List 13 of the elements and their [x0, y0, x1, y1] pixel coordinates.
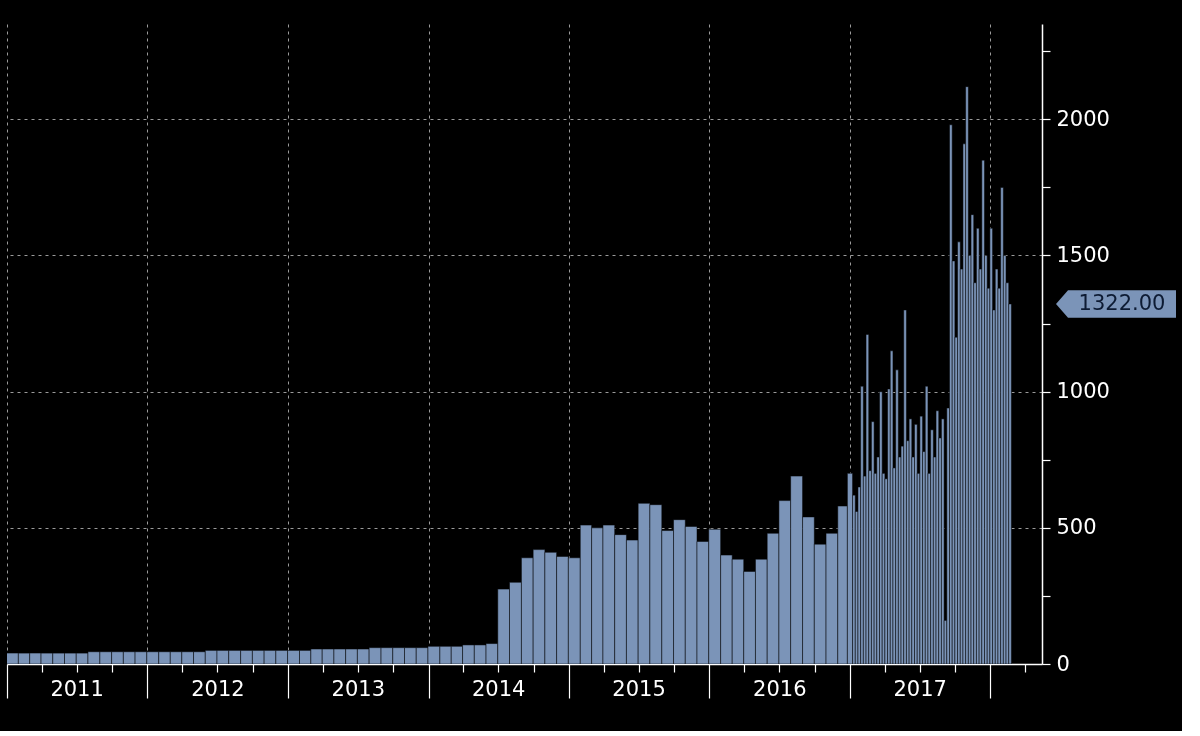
- y-tick-label: 2000: [1056, 106, 1110, 131]
- text: 1322.00: [1078, 290, 1166, 315]
- x-tick-label: 2012: [191, 676, 245, 701]
- x-tick-label: 2014: [471, 676, 526, 701]
- x-tick-label: 2015: [612, 676, 666, 701]
- y-tick-label: 1000: [1056, 379, 1110, 404]
- x-tick-label: 2011: [50, 676, 104, 701]
- y-tick-label: 1500: [1056, 242, 1110, 267]
- x-tick-label: 2016: [753, 676, 807, 701]
- x-tick-label: 2017: [893, 676, 947, 701]
- y-tick-label: 0: [1056, 651, 1070, 676]
- x-tick-label: 2013: [331, 676, 385, 701]
- y-tick-label: 500: [1056, 515, 1097, 540]
